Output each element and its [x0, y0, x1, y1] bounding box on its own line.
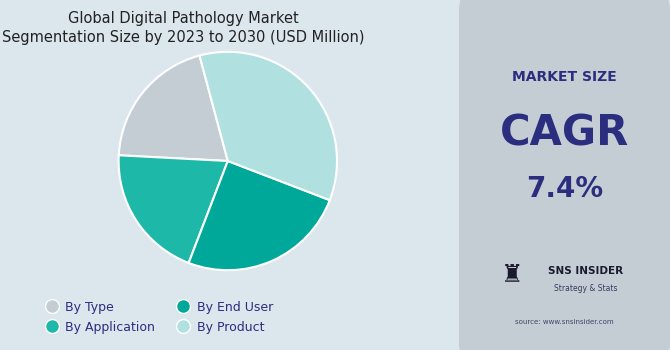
Wedge shape [200, 52, 337, 200]
Wedge shape [119, 155, 228, 263]
Text: ♜: ♜ [500, 263, 523, 287]
Text: Global Digital Pathology Market
Segmentation Size by 2023 to 2030 (USD Million): Global Digital Pathology Market Segmenta… [2, 10, 365, 45]
Text: SNS INSIDER: SNS INSIDER [548, 266, 623, 276]
Legend: By Type, By Application, By End User, By Product: By Type, By Application, By End User, By… [43, 294, 279, 340]
Text: CAGR: CAGR [500, 112, 629, 154]
Text: 7.4%: 7.4% [526, 175, 603, 203]
Wedge shape [119, 56, 228, 161]
Text: source: www.snsinsider.com: source: www.snsinsider.com [515, 319, 614, 325]
Wedge shape [189, 161, 330, 270]
Text: MARKET SIZE: MARKET SIZE [512, 70, 617, 84]
FancyBboxPatch shape [459, 0, 670, 350]
Text: Strategy & Stats: Strategy & Stats [554, 284, 617, 293]
